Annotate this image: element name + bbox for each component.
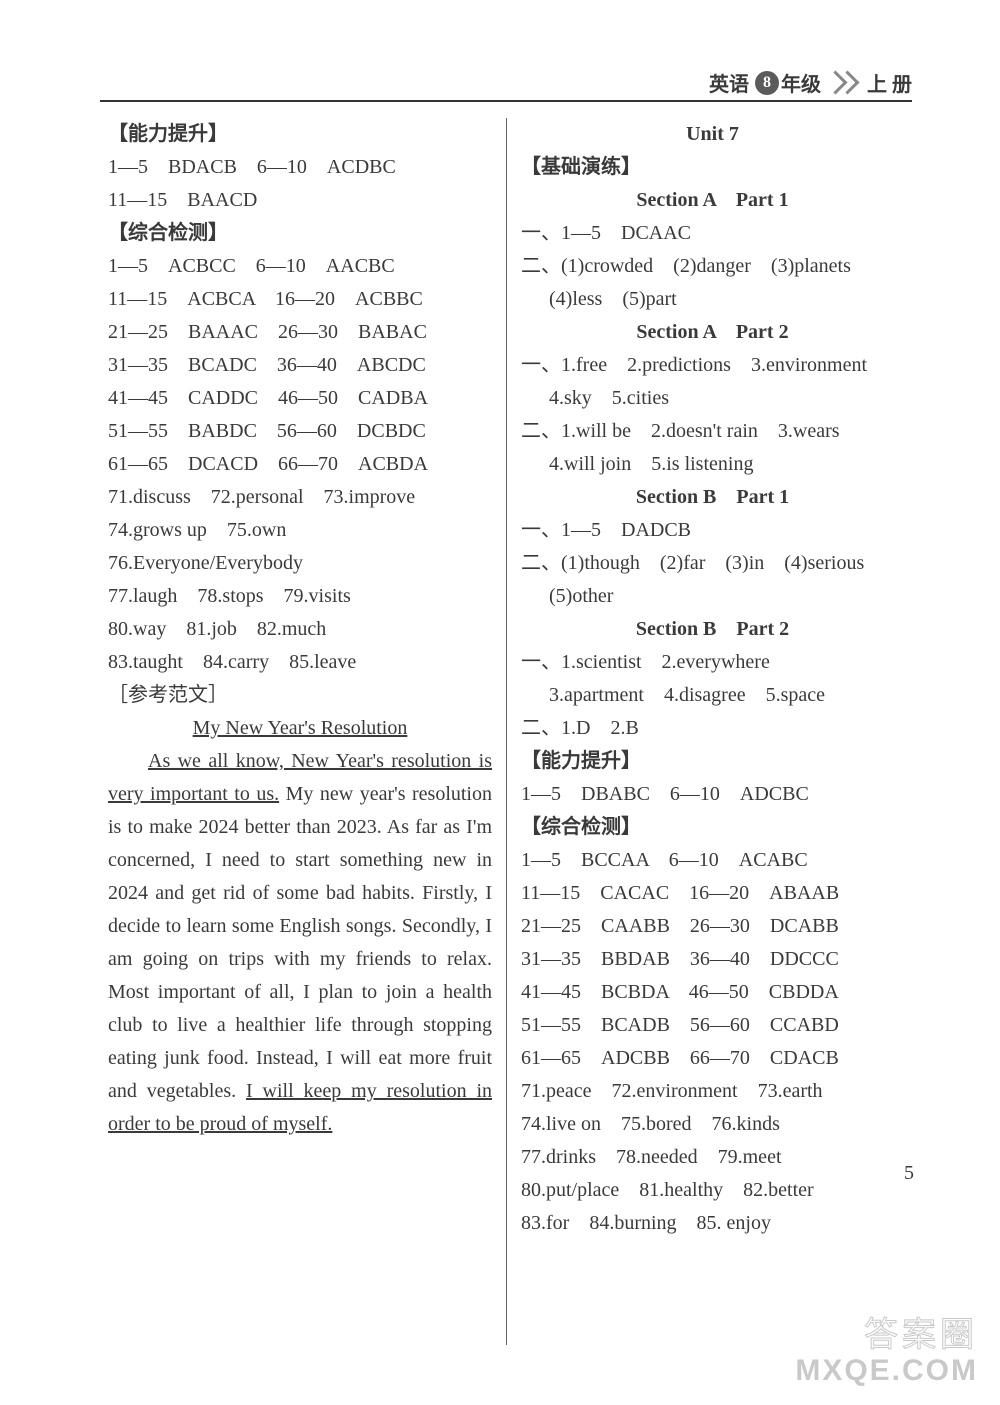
- answer-line: 1—5 BDACB 6—10 ACDBC: [108, 151, 492, 184]
- answer-line: (4)less (5)part: [521, 283, 904, 316]
- answer-line: 二、1.will be 2.doesn't rain 3.wears: [521, 415, 904, 448]
- answer-line: 11—15 BAACD: [108, 184, 492, 217]
- answer-line: 31—35 BCADC 36—40 ABCDC: [108, 349, 492, 382]
- answer-line: 41—45 CADDC 46—50 CADBA: [108, 382, 492, 415]
- answer-line: 一、1—5 DCAAC: [521, 217, 904, 250]
- section-a2-title: Section A Part 2: [521, 316, 904, 349]
- answer-line: 一、1.free 2.predictions 3.environment: [521, 349, 904, 382]
- answer-line: 74.live on 75.bored 76.kinds: [521, 1108, 904, 1141]
- essay-text: My new year's resolution is to make 2024…: [108, 783, 492, 1102]
- basic-heading: 【基础演练】: [521, 151, 904, 184]
- reference-heading: ［参考范文］: [108, 679, 492, 712]
- answer-line: (5)other: [521, 580, 904, 613]
- section-a1-title: Section A Part 1: [521, 184, 904, 217]
- answer-line: 71.discuss 72.personal 73.improve: [108, 481, 492, 514]
- subject-label: 英语: [709, 68, 749, 97]
- grade-badge: 8: [755, 71, 779, 95]
- answer-line: 1—5 BCCAA 6—10 ACABC: [521, 844, 904, 877]
- answer-line: 二、(1)crowded (2)danger (3)planets: [521, 250, 904, 283]
- answer-line: 77.drinks 78.needed 79.meet: [521, 1141, 904, 1174]
- answer-line: 51—55 BABDC 56—60 DCBDC: [108, 415, 492, 448]
- answer-line: 71.peace 72.environment 73.earth: [521, 1075, 904, 1108]
- answer-line: 61—65 ADCBB 66—70 CDACB: [521, 1042, 904, 1075]
- answer-line: 一、1.scientist 2.everywhere: [521, 646, 904, 679]
- page-header: 英语 8 年级 上 册: [709, 68, 912, 97]
- watermark: 答案圈 MXQE.COM: [795, 1317, 978, 1387]
- section-b2-title: Section B Part 2: [521, 613, 904, 646]
- answer-line: 83.for 84.burning 85. enjoy: [521, 1207, 904, 1240]
- answer-line: 74.grows up 75.own: [108, 514, 492, 547]
- watermark-line2: MXQE.COM: [795, 1354, 978, 1387]
- left-column: 【能力提升】 1—5 BDACB 6—10 ACDBC 11—15 BAACD …: [108, 118, 506, 1345]
- skill-heading: 【能力提升】: [521, 745, 904, 778]
- answer-line: 1—5 ACBCC 6—10 AACBC: [108, 250, 492, 283]
- chevron-right-icon: [827, 72, 861, 94]
- answer-line: 80.way 81.job 82.much: [108, 613, 492, 646]
- essay-body: As we all know, New Year's resolution is…: [108, 745, 492, 1141]
- answer-line: 41—45 BCBDA 46—50 CBDDA: [521, 976, 904, 1009]
- unit-title: Unit 7: [521, 118, 904, 151]
- answer-line: 二、1.D 2.B: [521, 712, 904, 745]
- skill-heading: 【能力提升】: [108, 118, 492, 151]
- right-column: Unit 7 【基础演练】 Section A Part 1 一、1—5 DCA…: [506, 118, 904, 1345]
- answer-line: 61—65 DCACD 66—70 ACBDA: [108, 448, 492, 481]
- comp-heading: 【综合检测】: [521, 811, 904, 844]
- answer-line: 83.taught 84.carry 85.leave: [108, 646, 492, 679]
- answer-line: 3.apartment 4.disagree 5.space: [521, 679, 904, 712]
- answer-line: 77.laugh 78.stops 79.visits: [108, 580, 492, 613]
- answer-line: 11—15 CACAC 16—20 ABAAB: [521, 877, 904, 910]
- volume-label: 上 册: [867, 68, 912, 97]
- comp-heading: 【综合检测】: [108, 217, 492, 250]
- grade-suffix: 年级: [781, 68, 821, 97]
- answer-line: 76.Everyone/Everybody: [108, 547, 492, 580]
- section-b1-title: Section B Part 1: [521, 481, 904, 514]
- content-area: 【能力提升】 1—5 BDACB 6—10 ACDBC 11—15 BAACD …: [108, 118, 904, 1345]
- essay-title: My New Year's Resolution: [108, 712, 492, 745]
- answer-line: 1—5 DBABC 6—10 ADCBC: [521, 778, 904, 811]
- answer-line: 80.put/place 81.healthy 82.better: [521, 1174, 904, 1207]
- answer-line: 一、1—5 DADCB: [521, 514, 904, 547]
- header-divider: [100, 100, 912, 102]
- answer-line: 4.will join 5.is listening: [521, 448, 904, 481]
- answer-line: 21—25 BAAAC 26—30 BABAC: [108, 316, 492, 349]
- page-number: 5: [904, 1162, 914, 1185]
- answer-line: 51—55 BCADB 56—60 CCABD: [521, 1009, 904, 1042]
- answer-line: 4.sky 5.cities: [521, 382, 904, 415]
- answer-line: 二、(1)though (2)far (3)in (4)serious: [521, 547, 904, 580]
- answer-line: 31—35 BBDAB 36—40 DDCCC: [521, 943, 904, 976]
- watermark-line1: 答案圈: [795, 1317, 978, 1354]
- answer-line: 21—25 CAABB 26—30 DCABB: [521, 910, 904, 943]
- answer-line: 11—15 ACBCA 16—20 ACBBC: [108, 283, 492, 316]
